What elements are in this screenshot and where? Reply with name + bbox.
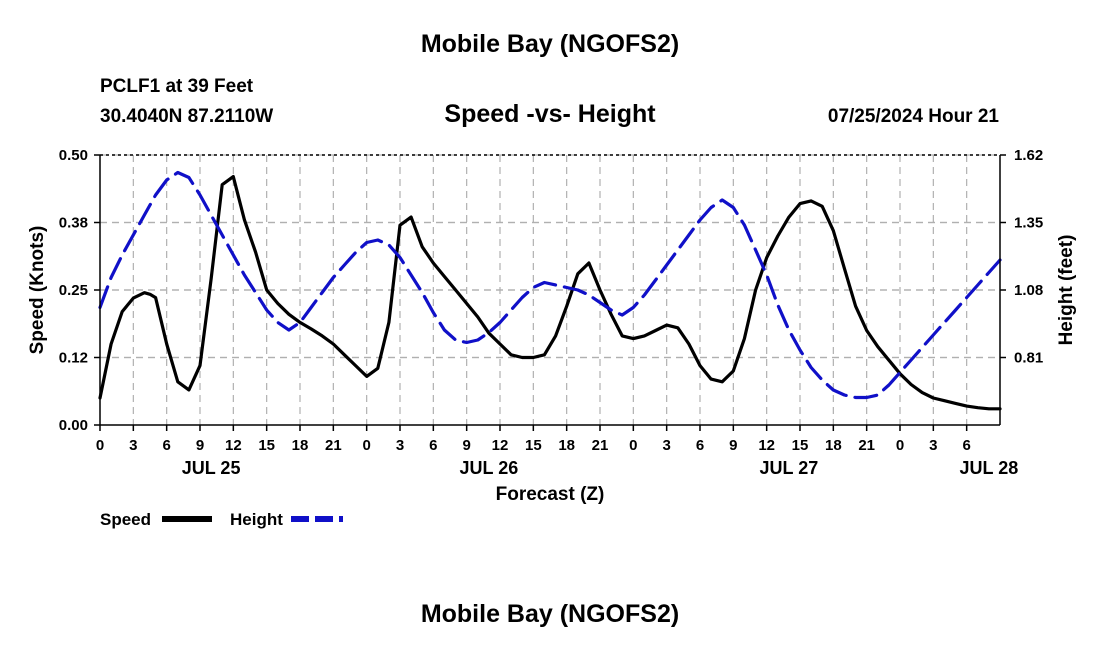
x-tick-label: 6 bbox=[962, 437, 970, 454]
x-tick-label: 3 bbox=[929, 437, 937, 454]
y-left-tick-label: 0.12 bbox=[59, 350, 88, 367]
footer-title: Mobile Bay (NGOFS2) bbox=[420, 600, 680, 628]
x-tick-label: 9 bbox=[196, 437, 204, 454]
chart-title: Speed -vs- Height bbox=[444, 100, 656, 128]
legend-height-label: Height bbox=[230, 510, 283, 529]
date-label: JUL 28 bbox=[960, 458, 1019, 478]
x-tick-label: 12 bbox=[492, 437, 509, 454]
x-tick-label: 0 bbox=[96, 437, 104, 454]
station-label: PCLF1 at 39 Feet bbox=[100, 76, 254, 97]
y-left-axis-title: Speed (Knots) bbox=[27, 226, 48, 355]
y-left-tick-label: 0.25 bbox=[59, 282, 88, 299]
x-tick-label: 9 bbox=[729, 437, 737, 454]
x-tick-label: 18 bbox=[825, 437, 842, 454]
x-tick-label: 21 bbox=[858, 437, 875, 454]
speed-series-line bbox=[98, 175, 1002, 411]
x-tick-label: 3 bbox=[396, 437, 404, 454]
page-title: Mobile Bay (NGOFS2) bbox=[420, 30, 680, 58]
x-tick-label: 6 bbox=[696, 437, 704, 454]
x-tick-label: 6 bbox=[162, 437, 170, 454]
date-label: JUL 27 bbox=[760, 458, 819, 478]
station-coordinates: 30.4040N 87.2110W bbox=[100, 106, 274, 127]
x-tick-label: 12 bbox=[758, 437, 775, 454]
x-tick-label: 21 bbox=[592, 437, 609, 454]
date-label: JUL 25 bbox=[182, 458, 241, 478]
y-right-tick-label: 1.08 bbox=[1014, 282, 1043, 299]
x-tick-label: 12 bbox=[225, 437, 242, 454]
series-lines bbox=[98, 170, 1002, 411]
x-tick-label: 6 bbox=[429, 437, 437, 454]
y-right-tick-label: 1.62 bbox=[1014, 147, 1043, 164]
legend: Speed Height bbox=[100, 510, 343, 529]
x-axis-title: Forecast (Z) bbox=[496, 484, 605, 505]
x-tick-label: 18 bbox=[292, 437, 309, 454]
y-right-tick-label: 0.81 bbox=[1014, 350, 1043, 367]
x-tick-label: 15 bbox=[525, 437, 542, 454]
x-tick-label: 3 bbox=[129, 437, 137, 454]
x-tick-label: 0 bbox=[629, 437, 637, 454]
x-tick-label: 18 bbox=[558, 437, 575, 454]
axes: 0 3 6 9 12 15 18 21 0 3 6 9 12 15 18 21 0 3 6 9 12 15 18 21 0 3 6J… bbox=[27, 147, 1077, 505]
x-tick-label: 15 bbox=[258, 437, 275, 454]
x-tick-label: 3 bbox=[662, 437, 670, 454]
height-series-line bbox=[98, 170, 1002, 400]
x-tick-label: 0 bbox=[896, 437, 904, 454]
x-tick-label: 15 bbox=[792, 437, 809, 454]
x-tick-label: 0 bbox=[362, 437, 370, 454]
y-left-tick-label: 0.00 bbox=[59, 417, 88, 434]
y-right-tick-label: 1.35 bbox=[1014, 215, 1043, 232]
grid-lines bbox=[100, 154, 1000, 425]
y-right-axis-title: Height (feet) bbox=[1056, 235, 1077, 346]
x-tick-label: 21 bbox=[325, 437, 342, 454]
legend-speed-label: Speed bbox=[100, 510, 151, 529]
date-label: JUL 26 bbox=[460, 458, 519, 478]
forecast-datetime: 07/25/2024 Hour 21 bbox=[827, 106, 999, 127]
y-left-tick-label: 0.50 bbox=[59, 147, 88, 164]
x-tick-label: 9 bbox=[462, 437, 470, 454]
y-left-tick-label: 0.38 bbox=[59, 215, 88, 232]
